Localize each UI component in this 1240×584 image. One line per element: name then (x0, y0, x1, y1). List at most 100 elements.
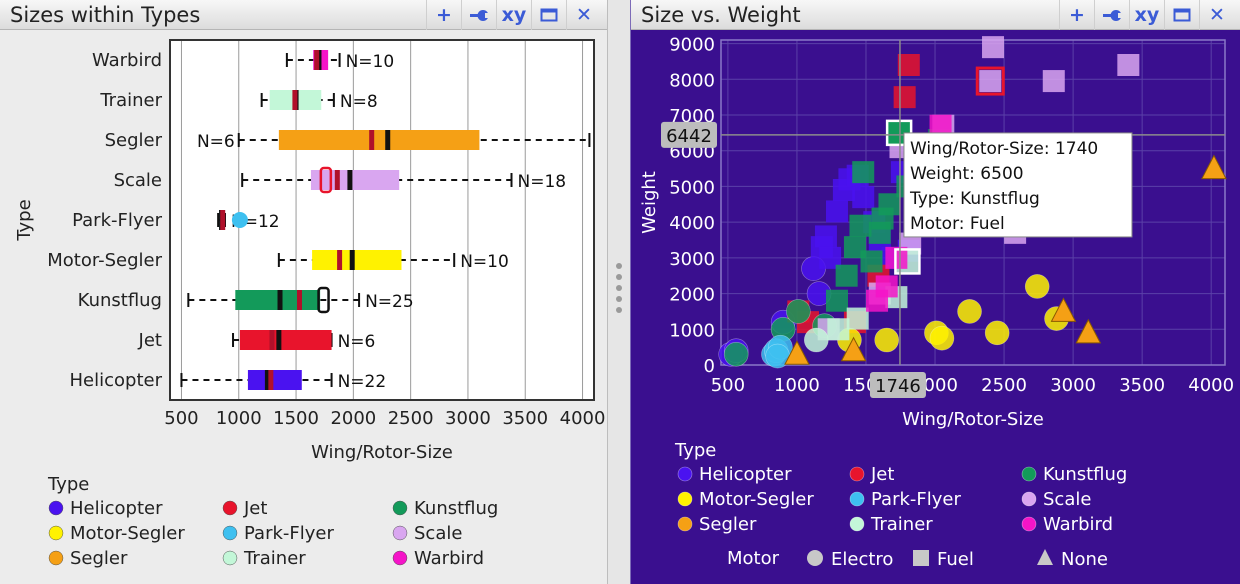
point-kunstflug (860, 250, 883, 273)
point-trainer (803, 327, 829, 353)
category-label: Helicopter (70, 370, 163, 391)
mean-marker (296, 290, 302, 310)
box-jet: N=6 (232, 330, 376, 352)
category-label: Warbird (92, 50, 162, 71)
crosshair-y-readout-bg (661, 121, 717, 148)
panel-title: Sizes within Types (10, 3, 201, 27)
motor-legend-title: Motor (727, 548, 780, 569)
n-count-label: N=6 (338, 332, 376, 352)
box-plot-titlebar: Sizes within Types + xy ✕ (0, 0, 607, 30)
legend-swatch (1021, 516, 1037, 532)
median-marker (347, 170, 353, 190)
legend-item-jet: Jet (849, 464, 894, 485)
maximize-icon[interactable] (531, 0, 566, 30)
y-axis-label: Type (14, 199, 35, 241)
point-kunstflug (849, 214, 872, 237)
legend-item-kunstflug: Kunstflug (1021, 464, 1127, 485)
legend-swatch (48, 500, 64, 516)
legend-swatch (1021, 491, 1037, 507)
iqr-box (312, 250, 402, 270)
median-marker (264, 370, 270, 390)
point-jet (897, 54, 920, 76)
panel-splitter-handle[interactable] (612, 258, 626, 318)
n-count-label: N=22 (338, 372, 387, 392)
legend-item-kunstflug: Kunstflug (392, 498, 498, 519)
park-flyer-outlier-marker (231, 212, 248, 228)
scatter-plot-panel: Size vs. Weight + xy ✕ 500 1000 1500 2000 25… (630, 0, 1240, 584)
y-tick-label: 2000 (669, 285, 715, 306)
motor-legend-item-none: None (1037, 549, 1108, 570)
add-button[interactable]: + (426, 0, 461, 30)
legend-label: Warbird (414, 548, 484, 569)
plot-border (720, 39, 1226, 366)
legend-label: Trainer (870, 514, 933, 535)
y-tick-label: 1000 (669, 320, 715, 341)
highlighted-point-marker (319, 166, 333, 194)
point-kunstflug (843, 236, 866, 259)
median-marker (277, 290, 283, 310)
legend-item-helicopter: Helicopter (48, 498, 163, 519)
legend-label: Park-Flyer (871, 489, 961, 510)
iqr-box (310, 170, 400, 190)
point-trainer (827, 318, 850, 341)
legend-item-jet: Jet (222, 498, 267, 519)
category-label: Kunstflug (78, 290, 162, 311)
legend-item-segler: Segler (677, 514, 757, 535)
crosshair-y-readout: 6442 (666, 126, 712, 147)
mean-marker (292, 90, 298, 110)
xy-button[interactable]: xy (1129, 0, 1164, 30)
legend-label: Scale (1043, 489, 1091, 510)
x-axis-label: Wing/Rotor-Size (902, 409, 1044, 430)
mean-marker (220, 210, 226, 230)
x-axis-label: Wing/Rotor-Size (311, 442, 453, 463)
y-tick-label: 9000 (669, 35, 715, 56)
x-tick-label: 1500 (273, 408, 319, 429)
tooltip-box (903, 132, 1133, 238)
circle-icon (807, 550, 823, 566)
legend-swatch (849, 466, 865, 482)
legend-swatch (48, 525, 64, 541)
legend-label: Segler (70, 548, 128, 569)
maximize-icon[interactable] (1164, 0, 1199, 30)
legend-item-scale: Scale (392, 523, 462, 544)
tooltip-line: Motor: Fuel (910, 214, 1005, 234)
x-tick-label: 2000 (330, 408, 376, 429)
point-motor-segler (957, 299, 982, 324)
xy-button[interactable]: xy (496, 0, 531, 30)
close-icon[interactable]: ✕ (1199, 0, 1234, 30)
legend-swatch (48, 550, 64, 566)
n-count-label: N=18 (517, 172, 566, 192)
y-tick-label: 3000 (669, 249, 715, 270)
legend-label: Warbird (1043, 514, 1113, 535)
category-label: Segler (105, 130, 163, 151)
n-count-label: N=6 (197, 132, 235, 152)
legend-swatch (849, 516, 865, 532)
tooltip-line: Type: Kunstflug (909, 189, 1040, 209)
point-motor-segler (874, 327, 899, 353)
point-scale (979, 70, 1002, 93)
mean-marker (369, 130, 375, 150)
y-axis-label: Weight (639, 171, 660, 234)
crosshair-x-readout: 1746 (875, 376, 921, 397)
point-warbird (875, 275, 898, 298)
legend-swatch (222, 525, 238, 541)
point-scale (1117, 54, 1140, 76)
legend-label: Park-Flyer (244, 523, 334, 544)
add-button[interactable]: + (1059, 0, 1094, 30)
box-motor-segler: N=10 (277, 250, 509, 272)
x-tick-label: 1000 (216, 408, 262, 429)
mean-marker (268, 370, 274, 390)
box-scale: N=18 (241, 170, 566, 192)
motor-legend-label: Electro (831, 549, 893, 570)
point-scale (1042, 70, 1065, 93)
legend-item-motor-segler: Motor-Segler (48, 523, 185, 544)
median-marker (349, 250, 355, 270)
mean-marker (269, 330, 275, 350)
panel-title: Size vs. Weight (641, 3, 801, 27)
x-tick-label: 2500 (388, 408, 434, 429)
wrench-icon[interactable] (461, 0, 496, 30)
legend-label: Kunstflug (1043, 464, 1127, 485)
legend-item-warbird: Warbird (1021, 514, 1113, 535)
close-icon[interactable]: ✕ (566, 0, 601, 30)
wrench-icon[interactable] (1094, 0, 1129, 30)
